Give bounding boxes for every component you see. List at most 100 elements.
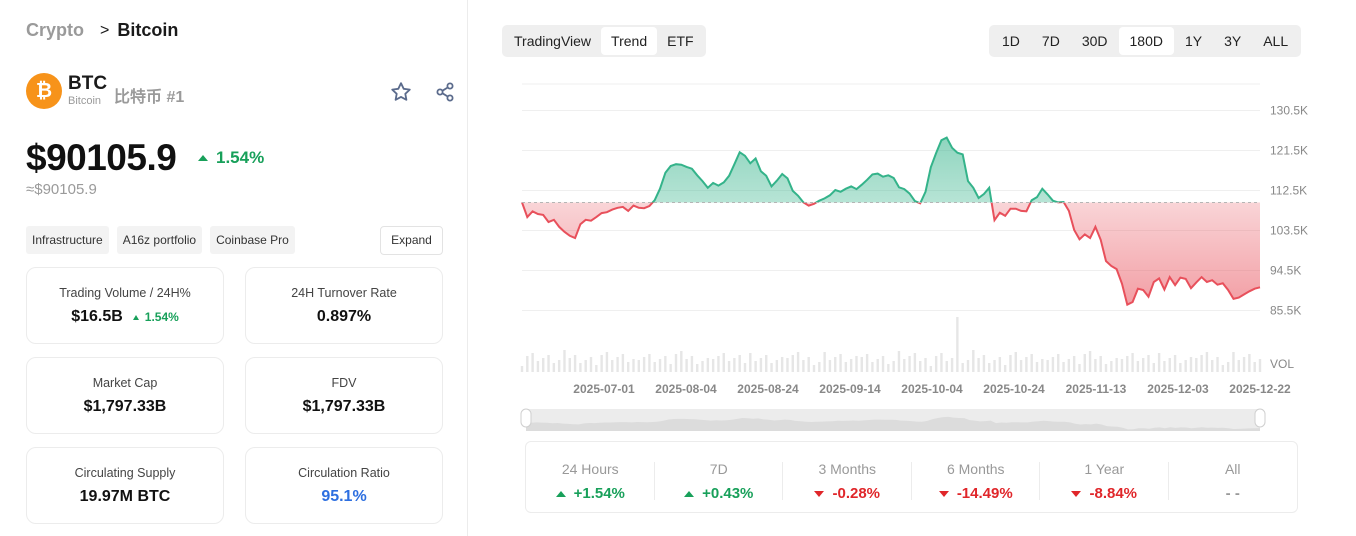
stat-circulating-supply: Circulating Supply 19.97M BTC [26,447,224,524]
volume-bar [600,355,603,372]
tag-infrastructure[interactable]: Infrastructure [26,226,109,254]
breadcrumb-current: Bitcoin [117,20,179,40]
volume-bar [1179,363,1182,372]
price-change-value: 1.54% [216,148,265,167]
y-tick-label: 112.5K [1270,183,1307,197]
down-arrow-icon [938,490,949,497]
volume-bar [738,355,741,372]
range-180d[interactable]: 180D [1118,27,1174,55]
breadcrumb-parent[interactable]: Crypto [26,20,84,40]
volume-bar [1025,357,1028,372]
volume-bar [807,357,810,372]
volume-bar [690,356,694,372]
volume-bar [791,355,794,372]
x-tick-label: 2025-07-01 [573,382,635,396]
range-all[interactable]: ALL [1263,33,1289,49]
favorite-star-icon[interactable] [389,80,413,104]
volume-bar [733,358,736,372]
volume-bar [775,360,779,372]
range-30d[interactable]: 30D [1081,33,1108,49]
up-arrow-icon [684,490,695,497]
period-label: 7D [709,461,728,477]
volume-bar [701,361,704,372]
volume-bar [1163,361,1166,372]
tag-a16z-portfolio[interactable]: A16z portfolio [116,226,203,254]
volume-bar [1019,360,1023,372]
tag-list: Infrastructure A16z portfolio Coinbase P… [26,226,303,254]
volume-bar [1232,352,1235,372]
volume-bar [658,359,662,372]
range-1d[interactable]: 1D [1002,33,1020,49]
y-tick-label: 121.5K [1270,143,1308,157]
volume-bar [1067,359,1071,372]
volume-bar [754,361,757,372]
price-line-up [521,136,1066,203]
current-price: $90105.9 [26,137,177,178]
volume-bar [526,356,529,372]
tab-trend[interactable]: Trend [601,27,658,55]
volume-bar [1099,356,1102,372]
volume-bar [637,360,641,372]
volume-bar [855,356,858,372]
volume-bar [892,361,895,372]
range-7d[interactable]: 7D [1041,33,1060,49]
period-value: -8.84% [1089,485,1138,502]
volume-bar [956,317,959,372]
time-range-switch: 1D 7D 30D 180D 1Y 3Y ALL [989,25,1302,57]
volume-bar [1237,360,1240,372]
range-1y[interactable]: 1Y [1184,33,1203,49]
volume-bar [589,357,593,372]
range-3y[interactable]: 3Y [1224,33,1242,49]
volume-bar [802,360,805,372]
volume-bar [547,355,550,372]
tab-etf[interactable]: ETF [667,33,694,49]
stat-value: 0.897% [316,308,372,325]
x-tick-label: 2025-09-14 [819,382,881,396]
volume-bar [531,353,534,372]
volume-bar [950,358,954,372]
volume-bar [536,361,540,372]
volume-bar [696,364,699,372]
range-handle-left[interactable] [520,408,532,428]
tab-tradingview[interactable]: TradingView [514,33,592,49]
volume-bar [940,353,943,372]
volume-bar [961,363,964,372]
range-handle-right[interactable] [1254,408,1266,428]
tag-coinbase-pro[interactable]: Coinbase Pro [210,226,295,254]
stat-value: 19.97M BTC [79,488,171,505]
down-arrow-icon [814,490,825,497]
volume-bar [1041,359,1044,372]
volume-bar [934,356,938,372]
price-approx: ≈$90105.9 [26,181,97,198]
volume-bar [770,363,773,372]
volume-bar [1014,352,1017,372]
volume-bar [897,351,901,372]
volume-bar [648,354,651,372]
volume-bar [972,350,975,372]
volume-bar [1200,355,1203,372]
volume-bar [1120,359,1124,372]
volume-bar [828,360,832,372]
volume-bar [1253,362,1256,372]
coin-name: Bitcoin [68,95,102,107]
volume-bar [685,359,688,372]
volume-bar [711,359,715,372]
volume-bar [653,362,656,372]
volume-bar [680,351,683,372]
volume-bar [1115,358,1118,372]
volume-bar [520,366,524,372]
down-arrow-icon [1071,490,1082,497]
price-change: 1.54% [198,148,264,168]
volume-bar [1258,359,1262,372]
volume-bar [669,364,672,372]
volume-bar [1248,354,1251,372]
share-icon[interactable] [433,80,457,104]
expand-tags-button[interactable]: Expand [380,226,443,255]
volume-bar [966,360,970,372]
volume-bar [786,358,789,372]
volume-bar [595,365,598,372]
period-value: -0.28% [832,485,881,502]
volume-bar [977,358,980,372]
price-trend-chart[interactable]: 130.5K 121.5K 112.5K 103.5K 94.5K 85.5K VOL 202… [500,70,1320,440]
volume-bar [1184,360,1187,372]
